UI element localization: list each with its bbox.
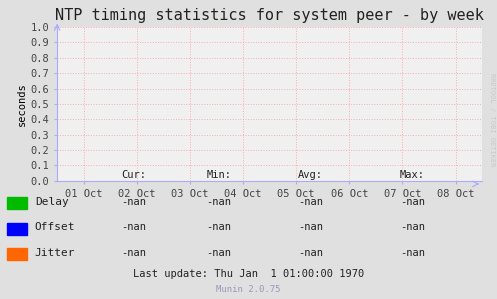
Text: -nan: -nan bbox=[400, 248, 425, 258]
Text: Min:: Min: bbox=[206, 170, 231, 180]
Text: Max:: Max: bbox=[400, 170, 425, 180]
Text: -nan: -nan bbox=[298, 248, 323, 258]
Text: Delay: Delay bbox=[35, 197, 69, 207]
Text: Jitter: Jitter bbox=[35, 248, 75, 258]
Text: -nan: -nan bbox=[400, 222, 425, 232]
Text: -nan: -nan bbox=[206, 222, 231, 232]
Text: -nan: -nan bbox=[298, 197, 323, 207]
Text: RRDTOOL / TOBI OETIKER: RRDTOOL / TOBI OETIKER bbox=[489, 73, 495, 166]
Y-axis label: seconds: seconds bbox=[16, 82, 27, 126]
Text: Munin 2.0.75: Munin 2.0.75 bbox=[216, 285, 281, 294]
Text: -nan: -nan bbox=[206, 248, 231, 258]
Text: Offset: Offset bbox=[35, 222, 75, 232]
Text: -nan: -nan bbox=[122, 197, 147, 207]
Title: NTP timing statistics for system peer - by week: NTP timing statistics for system peer - … bbox=[55, 8, 484, 23]
Text: Cur:: Cur: bbox=[122, 170, 147, 180]
Text: -nan: -nan bbox=[122, 248, 147, 258]
Text: -nan: -nan bbox=[400, 197, 425, 207]
Text: Last update: Thu Jan  1 01:00:00 1970: Last update: Thu Jan 1 01:00:00 1970 bbox=[133, 269, 364, 279]
Text: -nan: -nan bbox=[298, 222, 323, 232]
Text: -nan: -nan bbox=[206, 197, 231, 207]
Text: -nan: -nan bbox=[122, 222, 147, 232]
Text: Avg:: Avg: bbox=[298, 170, 323, 180]
